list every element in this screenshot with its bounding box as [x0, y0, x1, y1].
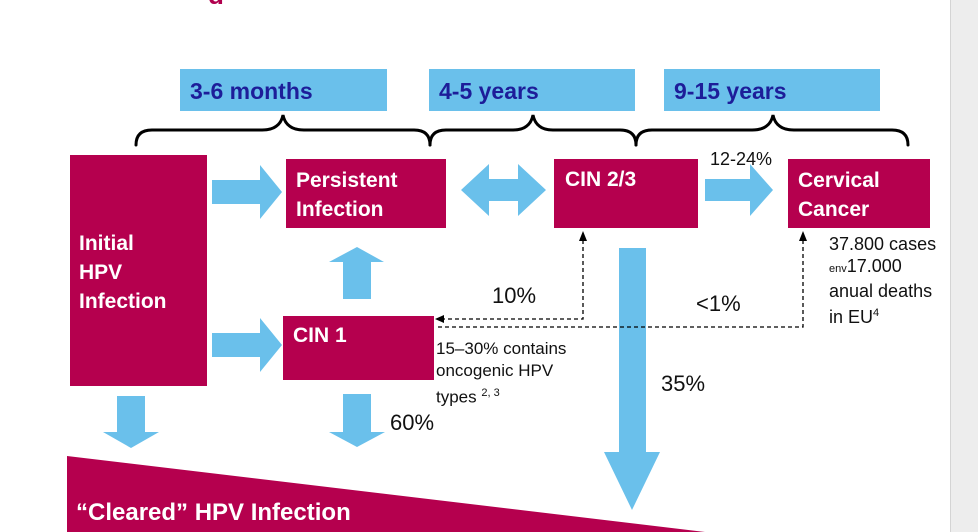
rate-cin1-regress: 60%: [390, 410, 435, 435]
dash-head-cin23: [579, 231, 587, 241]
timeline-braces: [134, 114, 910, 147]
cin23-box: CIN 2/3: [554, 159, 698, 228]
cancer-stats-value: 17.000: [846, 256, 902, 276]
cancer-stats-line: in EU4: [829, 302, 936, 328]
persistent-box-line: Persistent: [296, 169, 398, 192]
dash-head-cancer: [799, 231, 807, 241]
rate-cin23-regress: 35%: [661, 371, 706, 396]
cin1-box-line: CIN 1: [293, 324, 347, 347]
cin1-note-line: types 2, 3: [436, 382, 566, 409]
rate-cin1-to-cancer: <1%: [696, 291, 741, 316]
slide-title-fragment: g: [208, 0, 248, 4]
arrow-cin1-cleared: [329, 394, 385, 447]
diagram-graphics: [67, 114, 910, 532]
persistent-box-line: Infection: [296, 198, 384, 221]
dash-head-cin1: [435, 315, 444, 323]
initial-box-line: Infection: [79, 290, 167, 313]
cin1-note-reference: 2, 3: [481, 387, 500, 399]
brace-2: [428, 114, 638, 147]
timeline-label-4-5-years: 4-5 years: [429, 69, 635, 111]
arrow-cin1-to-persistent: [329, 247, 384, 299]
title-text: g: [208, 0, 248, 4]
persistent-infection-box: Persistent Infection: [286, 159, 446, 228]
initial-box-line: Initial: [79, 232, 134, 255]
arrow-persistent-cin23-double: [461, 164, 546, 216]
cancer-stats-note: 37.800 cases env17.000 anual deaths in E…: [829, 233, 936, 328]
dashed-arrows: [436, 240, 804, 328]
cin1-note-text: types: [436, 387, 477, 407]
cancer-stats-reference: 4: [873, 307, 880, 319]
dash-cin1-to-cin23: [440, 240, 584, 320]
dash-cin1-to-cancer: [436, 240, 804, 328]
rate-cin1-to-cin23: 10%: [492, 283, 537, 308]
cancer-box-line: Cancer: [798, 198, 870, 221]
cancer-stats-text: in EU: [829, 307, 874, 327]
cancer-stats-line: anual deaths: [829, 281, 933, 301]
initial-infection-box: Initial HPV Infection: [70, 155, 207, 386]
cin23-box-line: CIN 2/3: [565, 168, 637, 191]
timeline-label-9-15-years: 9-15 years: [664, 69, 880, 111]
cleared-infection-label: “Cleared” HPV Infection: [76, 499, 351, 526]
timeline-label-3-6-months: 3-6 months: [180, 69, 387, 111]
cancer-stats-line: 37.800 cases: [829, 234, 937, 254]
cin1-note-line: oncogenic HPV: [436, 361, 554, 380]
cervical-cancer-box: Cervical Cancer: [788, 159, 930, 228]
arrow-initial-cleared: [103, 396, 159, 448]
arrow-cin23-to-cancer: [705, 164, 773, 216]
cin1-note-line: 15–30% contains: [436, 339, 567, 358]
cancer-box-line: Cervical: [798, 169, 880, 192]
cin1-note: 15–30% contains oncogenic HPV types 2, 3: [436, 338, 566, 409]
slide: g 3-: [67, 0, 937, 532]
cancer-stats-line: env17.000: [829, 255, 936, 280]
rate-cin23-to-cancer: 12-24%: [710, 149, 773, 169]
arrow-cin23-regress: [604, 248, 660, 510]
arrow-initial-to-persistent: [212, 165, 282, 219]
brace-1: [134, 114, 432, 147]
initial-box-line: HPV: [79, 261, 123, 284]
cleared-wedge: [67, 456, 705, 532]
arrow-initial-to-cin1: [212, 318, 282, 372]
vertical-scrollbar[interactable]: [950, 0, 978, 532]
brace-3: [634, 114, 910, 147]
cin1-box: CIN 1: [283, 316, 434, 380]
cancer-stats-prefix: env: [829, 263, 847, 275]
